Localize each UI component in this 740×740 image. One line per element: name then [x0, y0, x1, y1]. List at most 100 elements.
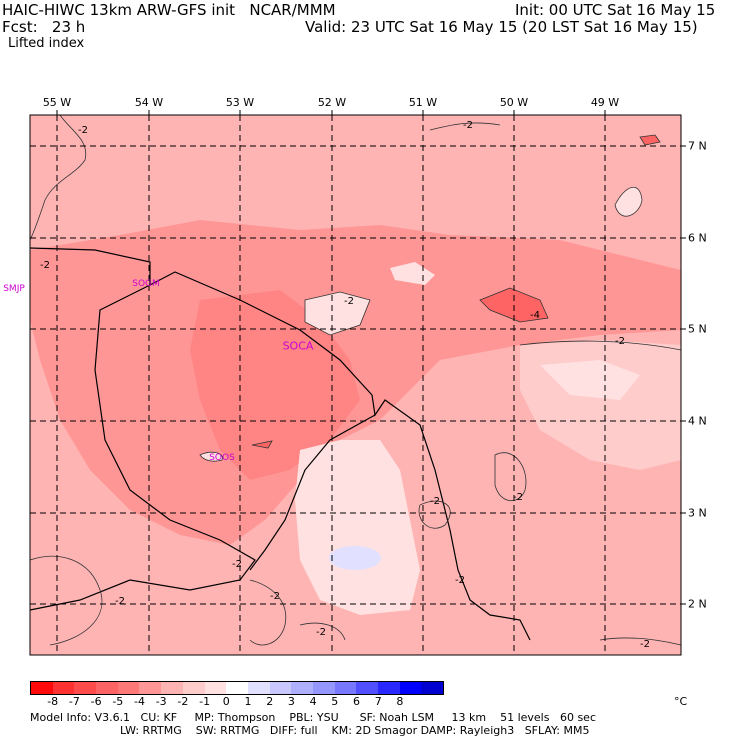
contour-label: -2: [615, 336, 625, 347]
contour-line: [29, 114, 87, 241]
map-frame: [29, 114, 682, 656]
lat-label: 2 N: [688, 597, 707, 611]
colorbar-tick-label: 5: [331, 695, 339, 708]
colorbar-tick-label: -4: [134, 695, 145, 708]
colorbar-tick-label: 3: [287, 695, 295, 708]
colorbar-cell: [74, 682, 97, 694]
contour-line: [614, 187, 643, 217]
colorbar-cell: [139, 682, 162, 694]
colorbar-cell: [334, 682, 357, 694]
contour-line: [639, 134, 661, 146]
colorbar-cell: [312, 682, 335, 694]
map-title: HAIC-HIWC 13km ARW-GFS init NCAR/MMM: [2, 1, 336, 19]
colorbar-tick-label: -1: [199, 695, 211, 708]
contour-line: [429, 122, 501, 131]
colorbar-cell: [269, 682, 292, 694]
colorbar-cell: [31, 682, 53, 694]
lat-label: 4 N: [688, 414, 707, 428]
colorbar-cell: [291, 682, 313, 694]
lon-label: 49 W: [590, 96, 620, 109]
contour-label: -2: [513, 492, 523, 503]
colorbar-tick-label: -5: [112, 695, 124, 708]
forecast-hour: Fcst: 23 h: [2, 18, 86, 36]
colorbar-cell: [117, 682, 140, 694]
colorbar-cell: [399, 682, 422, 694]
weak-patch-north2: [390, 262, 435, 285]
positive-patch: [329, 546, 381, 570]
colorbar-tick-label: 0: [222, 695, 230, 708]
contour-line: [599, 637, 682, 646]
colorbar-cell: [52, 682, 75, 694]
colorbar-cell: [204, 682, 227, 694]
lat-label: 5 N: [688, 322, 707, 336]
colorbar-cell: [247, 682, 270, 694]
colorbar-cell: [421, 682, 444, 694]
contour-label: -2: [640, 639, 650, 650]
border-west: [29, 284, 256, 611]
model-info-line2: LW: RRTMG SW: RRTMG DIFF: full KM: 2D Sm…: [120, 724, 590, 737]
colorbar-tick-label: 1: [244, 695, 252, 708]
contour-label: -4: [530, 310, 540, 321]
station-label: SOOS: [209, 453, 235, 463]
colorbar-tick-label: -6: [90, 695, 102, 708]
weak-region-south: [295, 440, 420, 615]
contour-line: [494, 452, 527, 502]
colorbar-tick-label: 8: [396, 695, 404, 708]
contour-line: [479, 287, 549, 323]
contour-line: [251, 440, 273, 449]
contour-label: -2: [316, 627, 326, 638]
colorbar-tick-label: 4: [309, 695, 317, 708]
lat-label: 3 N: [688, 506, 707, 520]
colorbar-cell: [378, 682, 400, 694]
colorbar-unit: °C: [674, 695, 688, 708]
weak-patch-east: [540, 360, 640, 400]
colorbar-tick-label: -8: [47, 695, 59, 708]
lon-label: 53 W: [225, 96, 255, 109]
init-time: Init: 00 UTC Sat 16 May 15: [515, 1, 716, 19]
lon-label: 55 W: [42, 96, 72, 109]
contour-label: -2: [40, 260, 50, 271]
contour-label: -2: [430, 496, 440, 507]
contour-line: [249, 579, 287, 646]
colorbar-cell: [96, 682, 118, 694]
colorbar-tick-label: -7: [68, 695, 80, 708]
contour-label: -2: [463, 120, 473, 131]
contour-label: -2: [78, 125, 88, 136]
colorbar-cell: [182, 682, 205, 694]
colorbar-tick-label: 2: [266, 695, 274, 708]
lat-label: 7 N: [688, 139, 707, 153]
border-east: [249, 414, 376, 571]
station-label: SMJP: [3, 284, 25, 294]
contour-label: -2: [344, 296, 354, 307]
lat-label: 6 N: [688, 231, 707, 245]
valid-time: Valid: 23 UTC Sat 16 May 15 (20 LST Sat …: [305, 18, 698, 36]
lon-label: 50 W: [499, 96, 529, 109]
contour-label: -2: [455, 575, 465, 586]
colorbar-cell: [226, 682, 248, 694]
contour-label: -2: [270, 591, 280, 602]
contour-line: [304, 291, 371, 336]
weak-patch-north: [305, 292, 370, 335]
model-info-line1: Model Info: V3.6.1 CU: KF MP: Thompson P…: [30, 711, 597, 724]
colorbar-cell: [356, 682, 378, 694]
colorbar-tick-label: 6: [353, 695, 360, 708]
colorbar-tick-label: -2: [177, 695, 189, 708]
colorbar-tick-label: 7: [374, 695, 382, 708]
contour-label: -2: [115, 596, 125, 607]
contour-line: [519, 340, 682, 351]
lon-label: 51 W: [408, 96, 438, 109]
contour-line: [29, 555, 103, 646]
contour-label: -2: [232, 559, 242, 570]
lon-label: 52 W: [317, 96, 347, 109]
contour-line: [299, 622, 346, 641]
contour-line: [418, 500, 451, 529]
contour-line: [199, 451, 223, 462]
colorbar: [30, 681, 445, 695]
lon-label: 54 W: [134, 96, 164, 109]
colorbar-cell: [161, 682, 183, 694]
strong-negative-region: [190, 290, 360, 480]
station-label: SOGM: [132, 279, 160, 289]
colorbar-tick-label: -3: [155, 695, 167, 708]
field-name: Lifted index: [8, 36, 85, 51]
